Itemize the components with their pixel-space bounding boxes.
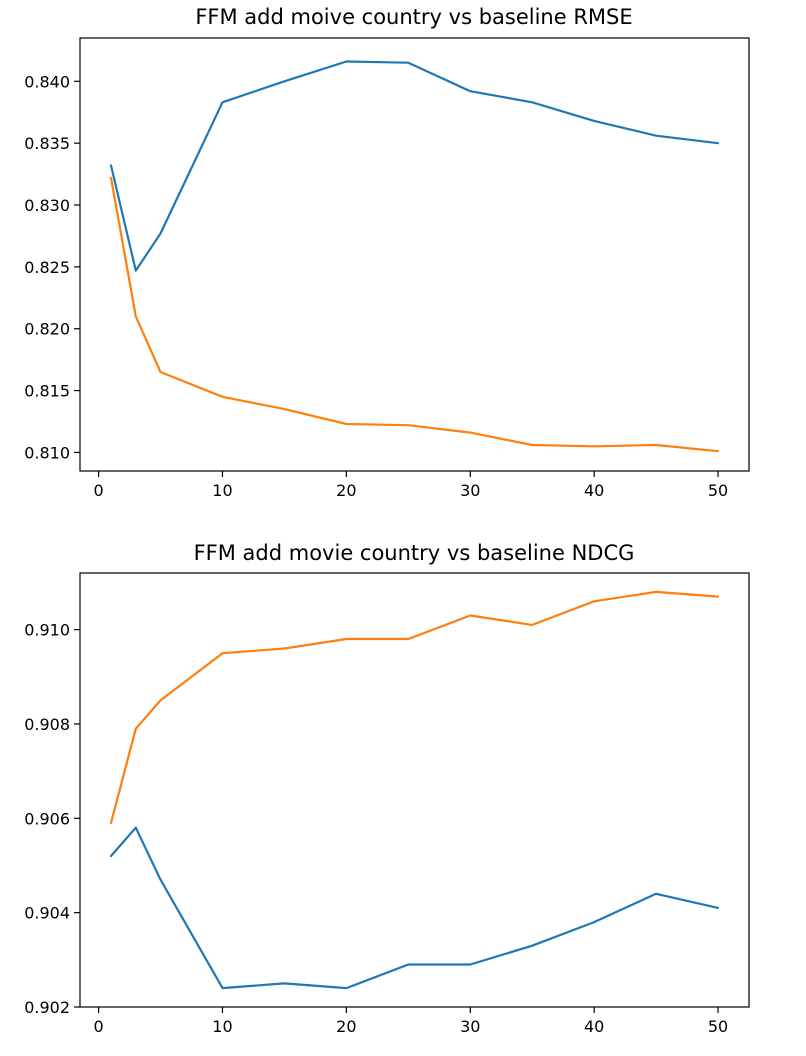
rmse-chart: FFM add moive country vs baseline RMSE 0… <box>24 5 750 500</box>
rmse-x-tick-label: 0 <box>93 481 103 500</box>
rmse-y-tick-label: 0.835 <box>24 134 70 153</box>
ndcg-chart: FFM add movie country vs baseline NDCG 0… <box>24 541 750 1036</box>
ndcg-y-tick-label: 0.904 <box>24 904 70 923</box>
ndcg-x-tick-label: 30 <box>460 1017 480 1036</box>
ndcg-y-tick-label: 0.902 <box>24 998 70 1017</box>
rmse-y-tick-label: 0.830 <box>24 196 70 215</box>
rmse-chart-title: FFM add moive country vs baseline RMSE <box>195 5 632 29</box>
ndcg-x-tick-label: 50 <box>708 1017 728 1036</box>
rmse-x-tick-label: 30 <box>460 481 480 500</box>
ndcg-chart-title: FFM add movie country vs baseline NDCG <box>194 541 635 565</box>
rmse-y-tick-label: 0.840 <box>24 72 70 91</box>
rmse-plot-frame <box>79 37 750 472</box>
ndcg-series-1-line <box>109 826 720 990</box>
ndcg-series-2-line <box>109 590 720 825</box>
ndcg-y-tick-label: 0.906 <box>24 809 70 828</box>
ndcg-x-tick-label: 10 <box>212 1017 232 1036</box>
rmse-series-2-line <box>109 176 720 453</box>
ndcg-x-tick-label: 40 <box>584 1017 604 1036</box>
rmse-y-tick-label: 0.820 <box>24 320 70 339</box>
rmse-x-tick-label: 10 <box>212 481 232 500</box>
ndcg-y-tick-label: 0.908 <box>24 715 70 734</box>
rmse-x-tick-label: 40 <box>584 481 604 500</box>
rmse-y-tick-label: 0.815 <box>24 382 70 401</box>
ndcg-x-tick-label: 0 <box>93 1017 103 1036</box>
rmse-series-1-line <box>109 60 720 272</box>
ndcg-plot-frame <box>79 572 750 1008</box>
rmse-x-tick-label: 20 <box>336 481 356 500</box>
ndcg-y-tick-label: 0.910 <box>24 621 70 640</box>
rmse-x-tick-label: 50 <box>708 481 728 500</box>
rmse-y-tick-label: 0.825 <box>24 258 70 277</box>
ndcg-x-tick-label: 20 <box>336 1017 356 1036</box>
rmse-y-tick-label: 0.810 <box>24 443 70 462</box>
